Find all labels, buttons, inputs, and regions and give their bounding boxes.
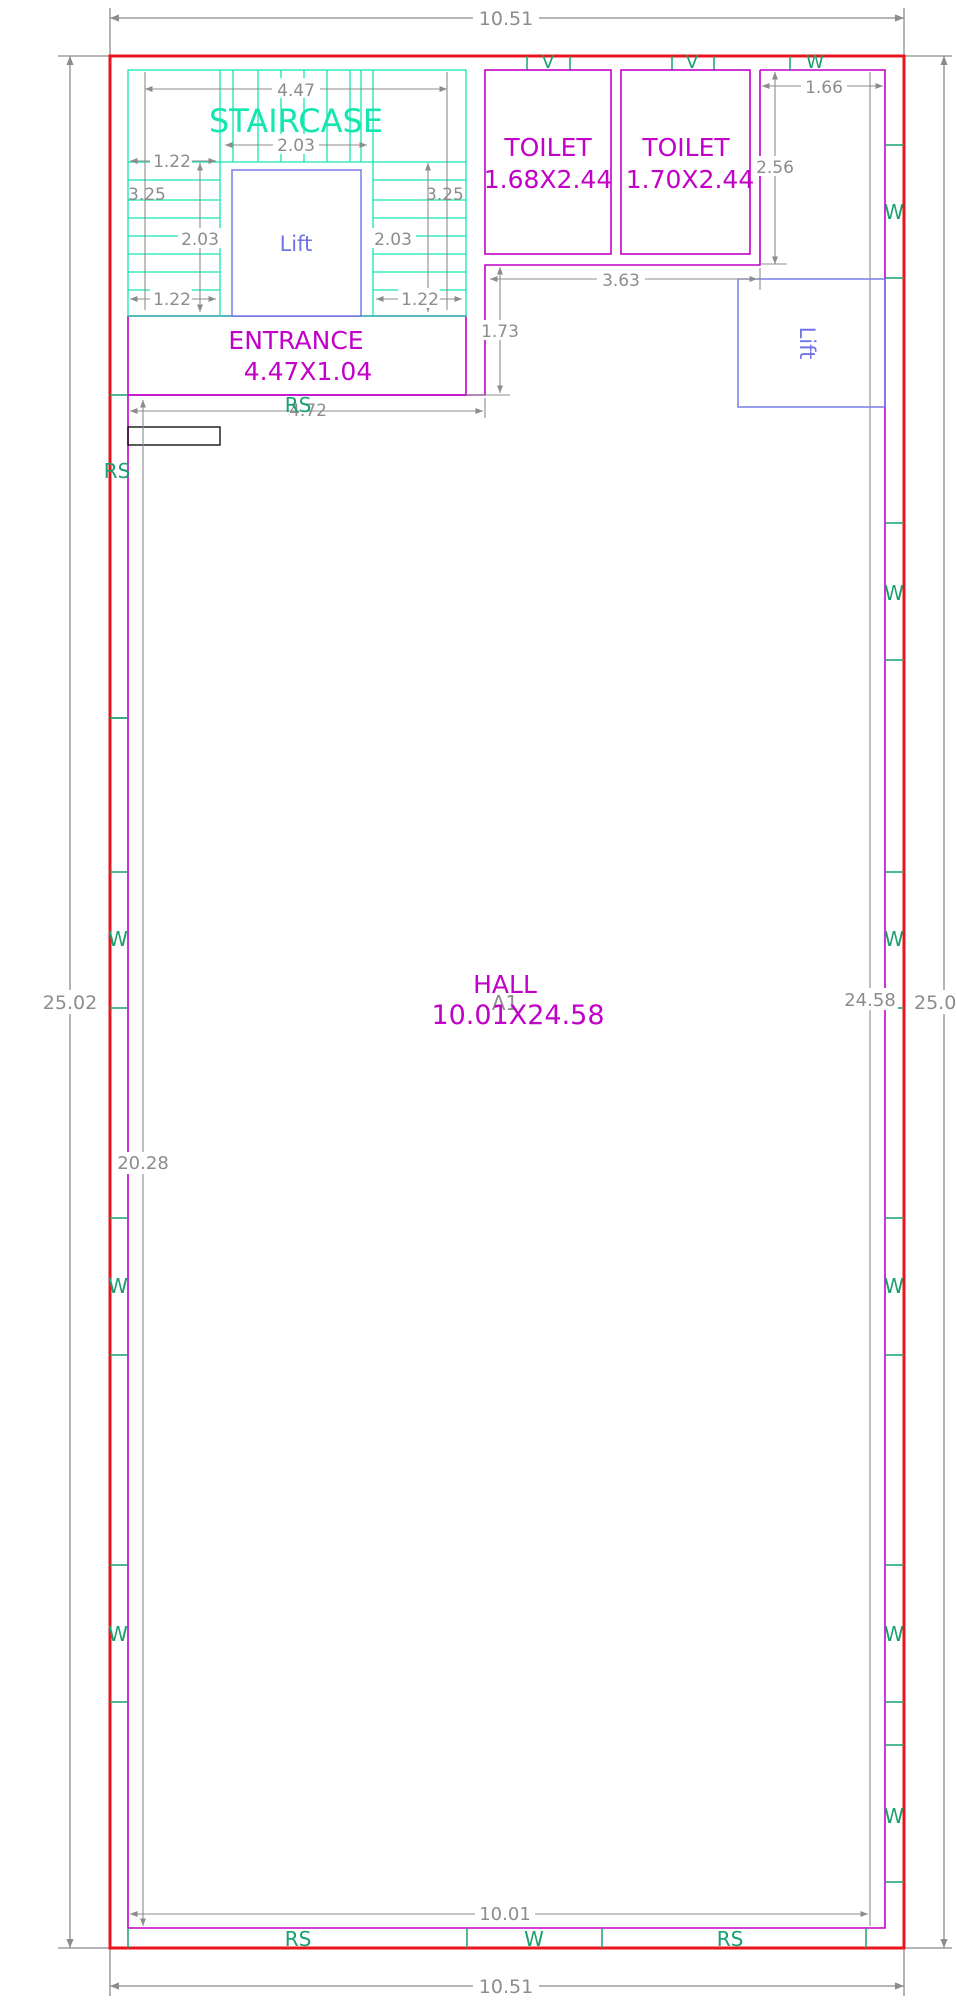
w-left-3-label: W (108, 1622, 128, 1646)
dim-bg (480, 320, 520, 340)
dim-bg (842, 988, 898, 1010)
overall-width-top: 10.51 (479, 8, 533, 30)
w-left-2-label: W (108, 1274, 128, 1298)
w-right-6-label: W (884, 1804, 904, 1828)
overall-length-left: 25.02 (43, 992, 97, 1014)
dim-bg (273, 134, 319, 154)
rs-bottom-left-label: RS (285, 1927, 312, 1951)
stair-inner-dim: 2.03 (277, 136, 315, 156)
stair-width-dim: 4.47 (277, 81, 315, 101)
rs-entrance-label: RS (285, 393, 312, 417)
hall-dimensions (130, 400, 868, 1926)
dim-bg (597, 269, 645, 289)
hall-right-len-dim: 24.58 (844, 990, 896, 1011)
dim-bg (40, 990, 100, 1014)
lift-1-label: Lift (280, 232, 313, 256)
rs-left-label: RS (104, 459, 131, 483)
stair-left-len-dim: 3.25 (128, 185, 166, 205)
lift-shaft-2 (737, 278, 886, 408)
entrance-name: ENTRANCE (228, 326, 363, 355)
dim-bg (150, 288, 192, 308)
w-bottom-label: W (524, 1927, 544, 1951)
stair-landing-tl-dim: 1.22 (153, 152, 191, 172)
lift-2-label: Lift (795, 327, 819, 360)
hall-size: 10.01X24.58 (431, 1000, 604, 1031)
stair-right-len-dim: 3.25 (426, 185, 464, 205)
dim-bg (801, 76, 847, 96)
w-top-label: W (806, 52, 824, 73)
toilet-2-size: 1.70X2.44 (626, 165, 754, 194)
door (127, 426, 221, 446)
dim-bg (912, 990, 957, 1014)
dim-bg (755, 156, 795, 176)
v-top-2-label: V (686, 52, 699, 73)
dim-bg (272, 78, 320, 98)
hall-width-dim: 10.01 (479, 1904, 531, 1925)
toilet-1 (484, 69, 612, 255)
window-ticks (110, 56, 904, 1948)
w-left-1-label: W (108, 927, 128, 951)
dim-bg (473, 6, 539, 28)
stair-landing-br-dim: 1.22 (401, 290, 439, 310)
rs-bottom-right-label: RS (717, 1927, 744, 1951)
hall-code: A1 (492, 991, 518, 1015)
w-right-4-label: W (884, 1274, 904, 1298)
entrance-width-dim: 4.72 (289, 401, 327, 421)
dim-bg (150, 150, 192, 170)
hall-name: HALL (473, 970, 537, 999)
toilet-2-name: TOILET (641, 133, 730, 162)
toilet-1-name: TOILET (503, 133, 592, 162)
staircase-label: STAIRCASE (209, 102, 383, 140)
stair-mid-left-dim: 2.03 (181, 230, 219, 250)
overall-width-bottom: 10.51 (479, 1976, 533, 1998)
v-top-1-label: V (542, 52, 555, 73)
hall-left-len-dim: 20.28 (117, 1153, 169, 1174)
toilet-2 (620, 69, 751, 255)
w-right-5-label: W (884, 1622, 904, 1646)
dim-bg (475, 1904, 535, 1926)
corner-width-dim: 1.66 (805, 78, 843, 98)
w-right-1-label: W (884, 200, 904, 224)
overall-length-right: 25.02 (914, 992, 957, 1014)
dim-bg (115, 1152, 171, 1174)
dim-bg (398, 288, 440, 308)
stair-landing-bl-dim: 1.22 (153, 290, 191, 310)
dim-bg (473, 1975, 539, 1997)
entrance-size: 4.47X1.04 (244, 357, 372, 386)
wall-1-73-dim: 1.73 (481, 322, 519, 342)
wall-3-63-dim: 3.63 (602, 271, 640, 291)
outer-wall (108, 54, 906, 1950)
toilet-1-size: 1.68X2.44 (484, 165, 612, 194)
w-right-3-label: W (884, 927, 904, 951)
lift-shaft-1 (231, 169, 362, 317)
stair-mid-right-dim: 2.03 (374, 230, 412, 250)
w-right-2-label: W (884, 581, 904, 605)
dim-bg (372, 228, 416, 248)
toilet-depth-dim: 2.56 (756, 158, 794, 178)
dim-bg (178, 228, 222, 248)
